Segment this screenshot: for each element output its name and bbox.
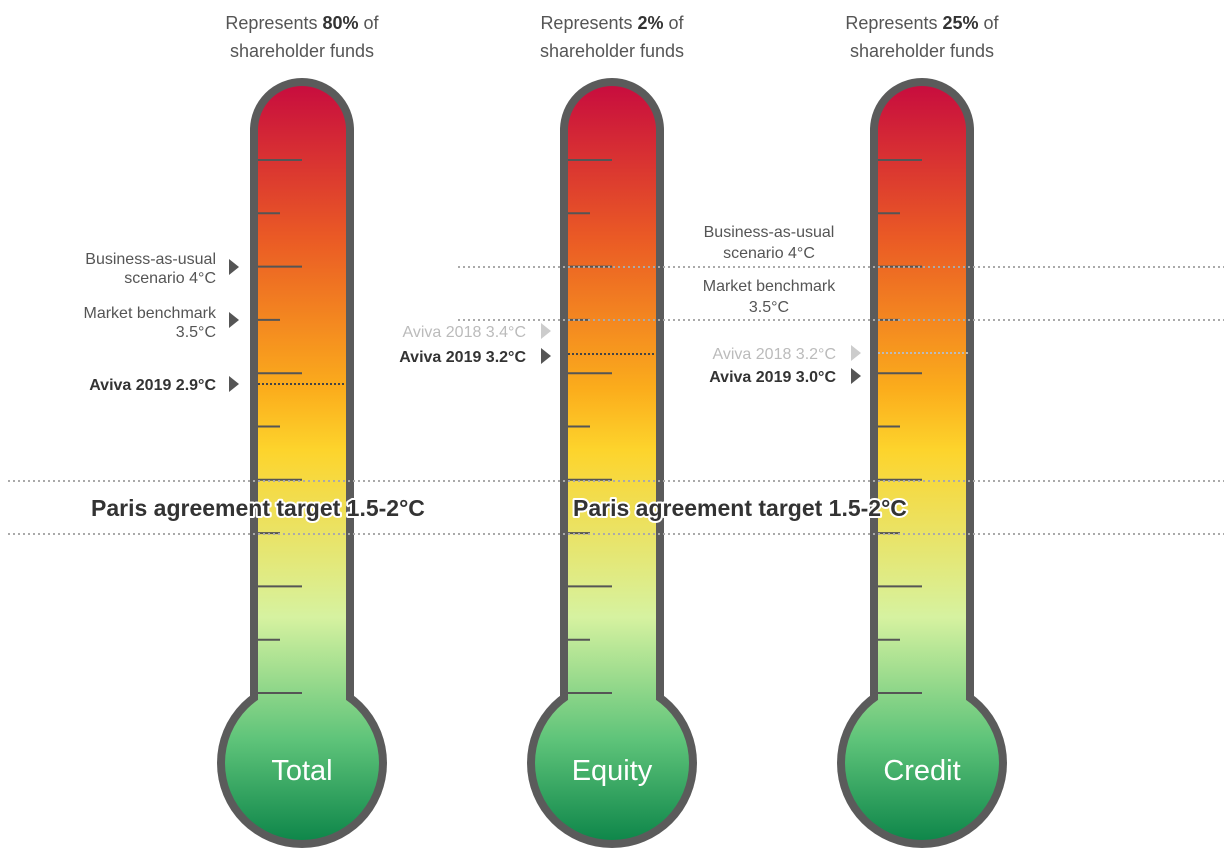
marker-label: scenario 4°C [124, 270, 216, 287]
bulb [845, 686, 999, 840]
bulb [225, 686, 379, 840]
marker-label: Business-as-usual [704, 224, 835, 241]
bulb-label: Equity [572, 755, 653, 787]
marker-label: 3.5°C [749, 299, 789, 316]
bulb-label: Credit [883, 755, 960, 787]
bulb-label: Total [271, 755, 332, 787]
tube [878, 86, 966, 776]
paris-label: Paris agreement target 1.5-2°C [573, 495, 907, 521]
arrow [229, 376, 239, 392]
marker-label: 3.5°C [176, 324, 216, 341]
marker-label: Market benchmark [703, 278, 836, 295]
marker-label: Business-as-usual [85, 251, 216, 268]
paris-label: Paris agreement target 1.5-2°C [91, 495, 425, 521]
arrow [229, 312, 239, 328]
tube [258, 86, 346, 776]
marker-label: Aviva 2018 3.2°C [712, 346, 836, 363]
arrow [229, 259, 239, 275]
marker-label: Market benchmark [84, 305, 217, 322]
arrow [851, 368, 861, 384]
marker-label: Aviva 2019 2.9°C [89, 377, 216, 394]
arrow [541, 323, 551, 339]
marker-label: Aviva 2019 3.2°C [399, 349, 526, 366]
header: Represents 25% of [845, 13, 999, 33]
arrow [851, 345, 861, 361]
header: shareholder funds [540, 41, 684, 61]
marker-label: Aviva 2019 3.0°C [709, 369, 836, 386]
thermometers [217, 78, 1007, 848]
header: Represents 2% of [540, 13, 684, 33]
marker-label: scenario 4°C [723, 245, 815, 262]
header: Represents 80% of [225, 13, 379, 33]
marker-label: Aviva 2018 3.4°C [402, 324, 526, 341]
arrow [541, 348, 551, 364]
header: shareholder funds [850, 41, 994, 61]
header: shareholder funds [230, 41, 374, 61]
bulb [535, 686, 689, 840]
tube [568, 86, 656, 776]
